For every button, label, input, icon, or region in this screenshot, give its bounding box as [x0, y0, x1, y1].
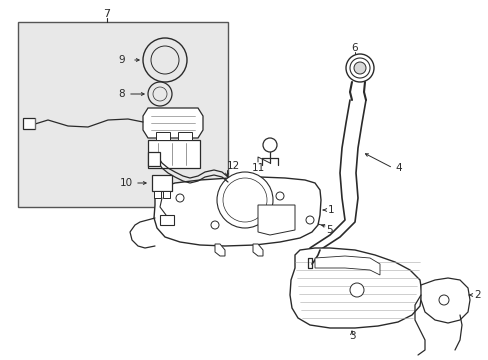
Bar: [154, 191, 161, 198]
Polygon shape: [289, 248, 421, 328]
Polygon shape: [178, 132, 192, 140]
Circle shape: [305, 216, 313, 224]
Text: 10: 10: [120, 178, 133, 188]
Polygon shape: [314, 256, 379, 275]
Circle shape: [346, 54, 373, 82]
Circle shape: [275, 192, 284, 200]
Circle shape: [142, 38, 186, 82]
Circle shape: [148, 82, 172, 106]
Bar: [18, 22, 227, 207]
Circle shape: [349, 58, 369, 78]
Text: 8: 8: [118, 89, 124, 99]
Bar: [163, 191, 170, 198]
Bar: [160, 215, 174, 225]
Polygon shape: [148, 140, 200, 168]
Bar: [148, 152, 160, 166]
Circle shape: [353, 62, 365, 74]
Polygon shape: [258, 205, 294, 235]
Polygon shape: [215, 244, 224, 256]
Polygon shape: [142, 108, 203, 138]
Text: 2: 2: [473, 290, 480, 300]
Polygon shape: [252, 244, 263, 256]
Circle shape: [217, 172, 272, 228]
Circle shape: [153, 87, 167, 101]
Circle shape: [438, 295, 448, 305]
Bar: [152, 175, 172, 191]
Text: 6: 6: [351, 43, 358, 53]
Text: 1: 1: [327, 205, 334, 215]
Text: 9: 9: [118, 55, 124, 65]
Circle shape: [223, 178, 266, 222]
Polygon shape: [154, 177, 320, 246]
Text: 12: 12: [226, 161, 240, 171]
Circle shape: [263, 138, 276, 152]
Circle shape: [349, 283, 363, 297]
Circle shape: [176, 194, 183, 202]
Circle shape: [151, 46, 179, 74]
Bar: [23, 118, 35, 129]
Text: 3: 3: [348, 331, 355, 341]
Polygon shape: [420, 278, 469, 323]
Text: 5: 5: [325, 225, 332, 235]
Circle shape: [210, 221, 219, 229]
Polygon shape: [156, 132, 170, 140]
Text: 7: 7: [103, 9, 110, 19]
Text: 4: 4: [394, 163, 401, 173]
Text: 11: 11: [251, 163, 264, 173]
